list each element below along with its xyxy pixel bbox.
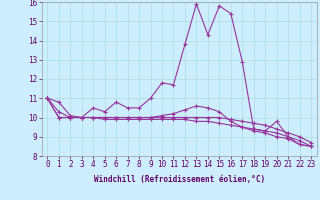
X-axis label: Windchill (Refroidissement éolien,°C): Windchill (Refroidissement éolien,°C) (94, 175, 265, 184)
